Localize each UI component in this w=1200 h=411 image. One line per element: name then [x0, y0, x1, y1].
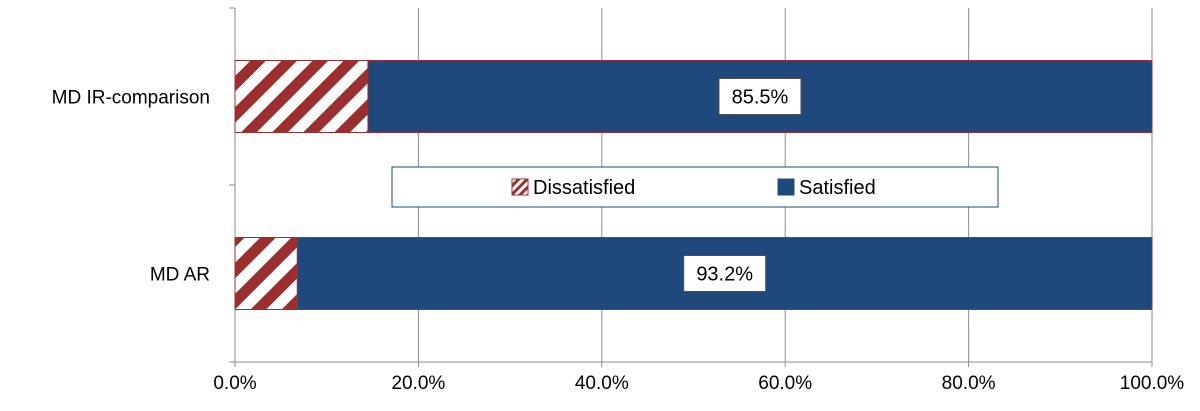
bar-dissatisfied-0	[234, 60, 369, 133]
legend-box	[391, 166, 999, 208]
x-tick-label: 20.0%	[391, 373, 445, 394]
category-label: MD IR-comparison	[52, 88, 210, 109]
x-tick-label: 80.0%	[942, 373, 996, 394]
category-labels: MD IR-comparison MD AR	[52, 88, 210, 286]
data-label-box	[718, 78, 802, 115]
data-label: 93.2%	[696, 264, 753, 286]
data-label-box	[683, 255, 767, 292]
legend: Dissatisfied Satisfied	[391, 166, 999, 208]
legend-swatch-satisfied	[777, 178, 795, 196]
x-tick-label: 100.0%	[1120, 373, 1185, 394]
category-label: MD AR	[150, 265, 210, 286]
x-tick-labels: 0.0% 20.0% 40.0% 60.0% 80.0% 100.0%	[213, 373, 1184, 394]
legend-swatch-dissatisfied	[511, 178, 529, 196]
legend-label-dissatisfied: Dissatisfied	[533, 177, 635, 199]
legend-label-satisfied: Satisfied	[799, 177, 876, 199]
x-tick-label: 0.0%	[213, 373, 256, 394]
data-labels: 85.5% 93.2%	[683, 78, 802, 292]
data-label: 85.5%	[732, 87, 789, 109]
bar-dissatisfied-1	[234, 237, 298, 310]
x-tick-label: 40.0%	[575, 373, 629, 394]
x-tick-label: 60.0%	[758, 373, 812, 394]
